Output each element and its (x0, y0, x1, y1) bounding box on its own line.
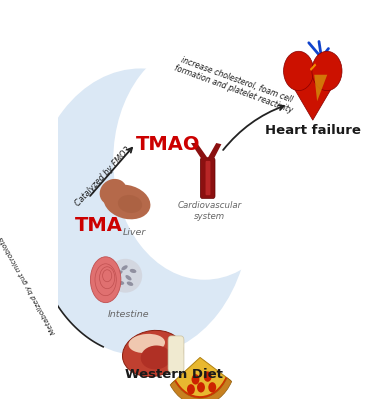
Ellipse shape (130, 269, 137, 273)
Wedge shape (172, 358, 230, 400)
FancyBboxPatch shape (205, 161, 211, 195)
Text: Catalyzed by FMO3: Catalyzed by FMO3 (74, 146, 133, 208)
Text: Metabolized by gut microbiota: Metabolized by gut microbiota (0, 236, 58, 335)
Wedge shape (174, 377, 227, 398)
Wedge shape (170, 378, 232, 400)
Ellipse shape (100, 179, 127, 205)
Text: TMAO: TMAO (136, 135, 201, 154)
Polygon shape (310, 63, 316, 71)
Ellipse shape (118, 195, 142, 213)
Polygon shape (314, 75, 327, 101)
Circle shape (204, 372, 212, 382)
Circle shape (113, 40, 296, 280)
Ellipse shape (128, 334, 165, 353)
Text: Western Diet: Western Diet (125, 368, 223, 381)
FancyBboxPatch shape (200, 158, 215, 198)
Text: Heart failure: Heart failure (265, 124, 361, 137)
Ellipse shape (141, 346, 171, 370)
Ellipse shape (116, 270, 123, 274)
Text: Intestine: Intestine (108, 310, 149, 319)
Ellipse shape (123, 330, 183, 376)
Circle shape (192, 374, 199, 384)
Circle shape (187, 384, 195, 394)
Text: Cardiovascular
system: Cardiovascular system (177, 201, 241, 220)
Polygon shape (208, 143, 222, 160)
Circle shape (312, 51, 342, 91)
Circle shape (31, 68, 250, 356)
Ellipse shape (91, 257, 121, 303)
Text: Liver: Liver (123, 228, 146, 237)
Circle shape (208, 382, 216, 392)
Circle shape (284, 51, 314, 91)
Text: TMA: TMA (75, 216, 123, 236)
Polygon shape (191, 143, 208, 160)
Polygon shape (284, 71, 342, 120)
Ellipse shape (122, 265, 128, 270)
Ellipse shape (109, 259, 142, 293)
Ellipse shape (127, 281, 133, 286)
Text: increase cholesterol, foam cell
formation and platelet reactivity: increase cholesterol, foam cell formatio… (173, 54, 297, 115)
Ellipse shape (118, 280, 124, 286)
Ellipse shape (125, 276, 132, 280)
Ellipse shape (104, 185, 150, 219)
FancyBboxPatch shape (168, 336, 184, 372)
Circle shape (197, 382, 205, 392)
